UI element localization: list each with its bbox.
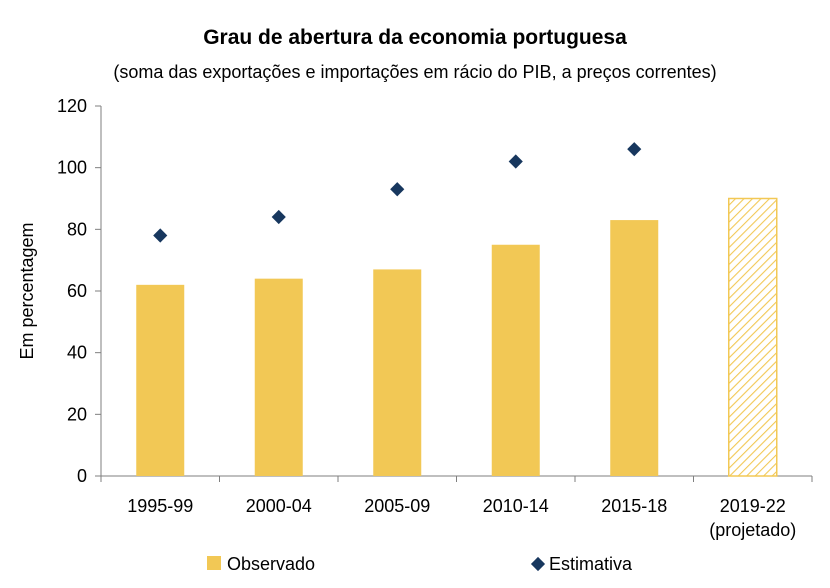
y-tick-label: 120 bbox=[57, 96, 87, 116]
y-tick-label: 40 bbox=[67, 343, 87, 363]
x-tick-label: 1995-99 bbox=[127, 496, 193, 516]
x-tick-label: 2019-22 bbox=[720, 496, 786, 516]
y-tick-label: 80 bbox=[67, 219, 87, 239]
y-tick-label: 20 bbox=[67, 404, 87, 424]
y-tick-label: 100 bbox=[57, 158, 87, 178]
y-tick-label: 0 bbox=[77, 466, 87, 486]
legend-label-observado: Observado bbox=[227, 554, 315, 574]
x-tick-label: 2015-18 bbox=[601, 496, 667, 516]
estimate-point bbox=[508, 154, 523, 169]
y-tick-label: 60 bbox=[67, 281, 87, 301]
legend: Observado Estimativa bbox=[207, 554, 633, 574]
bar bbox=[373, 269, 422, 476]
estimate-point bbox=[271, 209, 286, 225]
legend-marker-estimativa bbox=[530, 556, 546, 572]
legend-swatch-observado bbox=[207, 556, 221, 570]
chart-title: Grau de abertura da economia portuguesa bbox=[203, 26, 627, 49]
bar bbox=[610, 220, 659, 476]
bar bbox=[254, 278, 303, 476]
estimate-point bbox=[627, 142, 642, 157]
x-tick-label: 2010-14 bbox=[483, 496, 549, 516]
bar bbox=[136, 284, 185, 476]
x-tick-label: 2000-04 bbox=[246, 496, 312, 516]
plot-area: 0 20 40 60 80 100 120 1995-99 2000-04 2005-09 2010… bbox=[57, 96, 813, 540]
legend-label-estimativa: Estimativa bbox=[549, 554, 633, 574]
y-axis-label: Em percentagem bbox=[17, 222, 37, 359]
x-tick-label: 2005-09 bbox=[364, 496, 430, 516]
chart-subtitle: (soma das exportações e importações em r… bbox=[113, 62, 717, 82]
estimate-point bbox=[390, 182, 405, 197]
x-tick-label: (projetado) bbox=[709, 520, 796, 540]
estimate-point bbox=[153, 228, 168, 243]
bar-projected bbox=[728, 197, 778, 477]
bar bbox=[491, 244, 540, 476]
